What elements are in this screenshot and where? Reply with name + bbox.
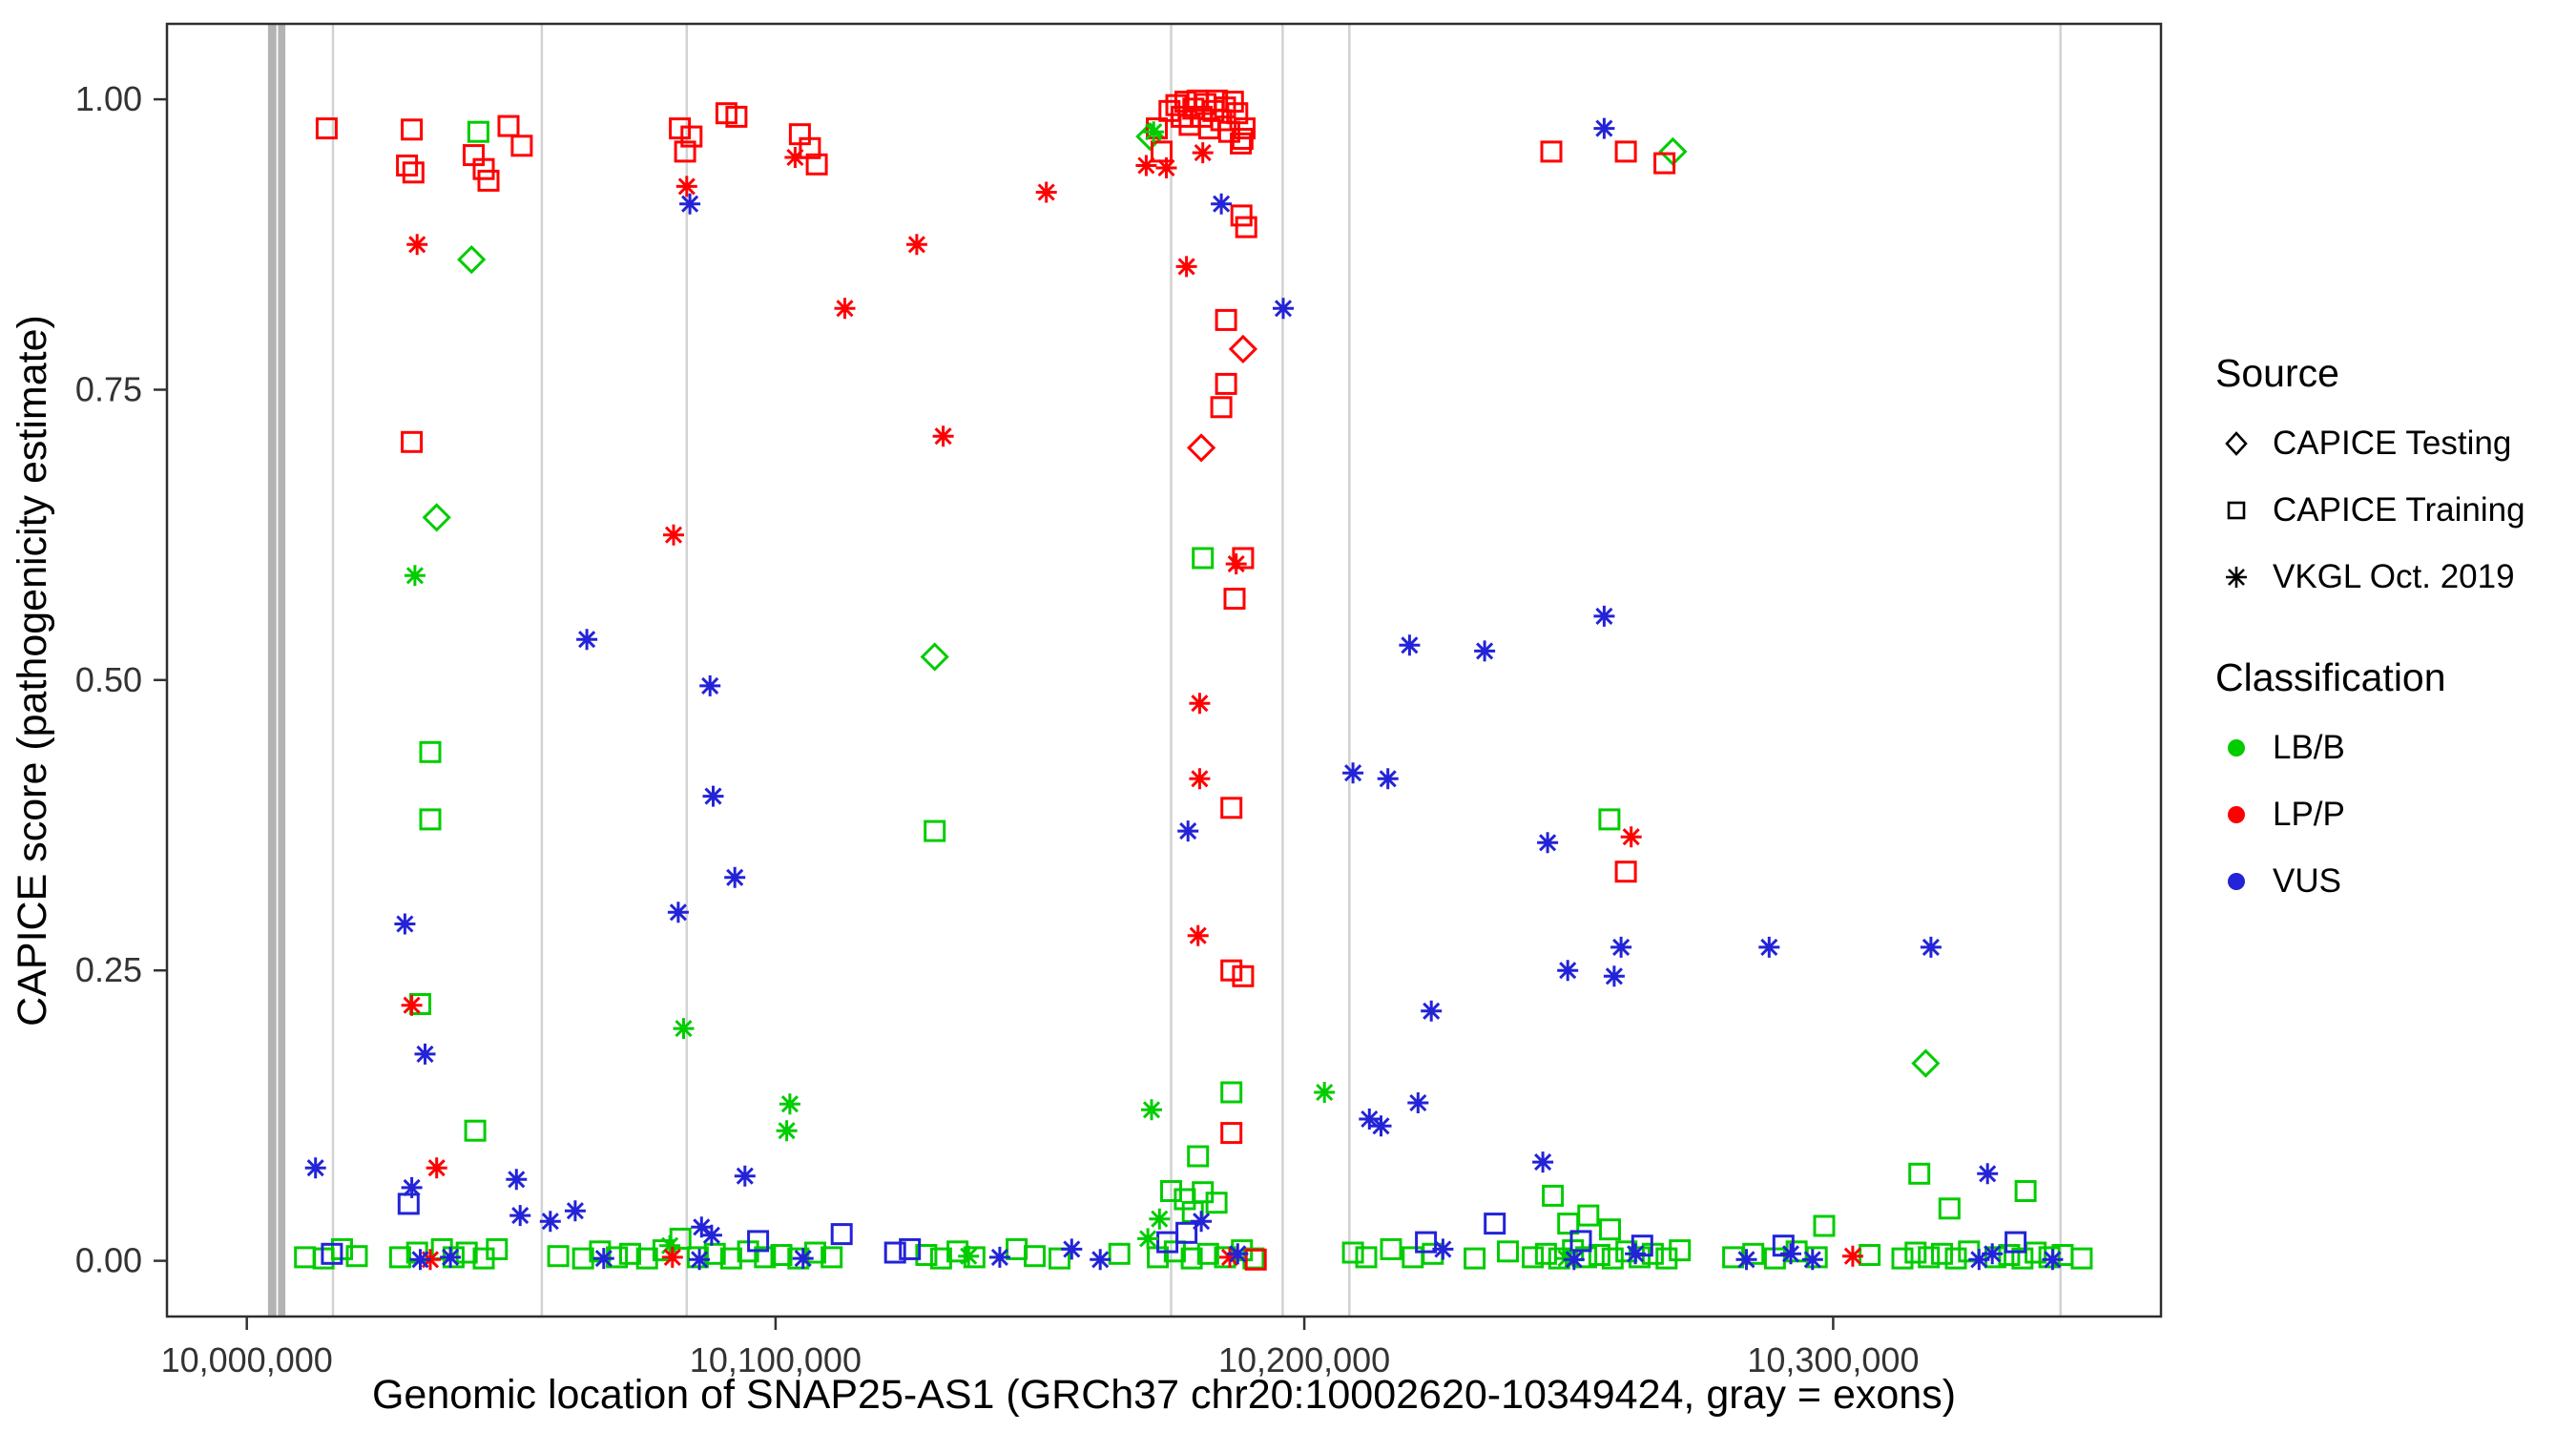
y-tick-label: 0.75: [75, 370, 142, 409]
legend-item-vkgl: VKGL Oct. 2019: [2215, 554, 2525, 600]
legend-item-capice-training: CAPICE Training: [2215, 487, 2525, 533]
x-tick-label: 10,100,000: [690, 1340, 862, 1379]
legend-item-label: VKGL Oct. 2019: [2273, 558, 2515, 595]
square-icon: [2227, 501, 2246, 520]
circle-swatch-lpp: [2228, 806, 2245, 823]
legend-classification-title: Classification: [2215, 655, 2446, 699]
data-points: [294, 89, 2093, 1271]
panel-border: [165, 22, 2163, 1318]
circle-swatch-lbb: [2228, 739, 2245, 757]
y-tick-label: 1.00: [75, 79, 142, 118]
legend-item-lpp: LP/P: [2215, 792, 2525, 838]
y-tick-label: 0.50: [75, 660, 142, 699]
x-tick-label: 10,200,000: [1218, 1340, 1390, 1379]
y-axis-title: CAPICE score (pathogenicity estimate): [10, 315, 55, 1027]
series-vkgl-vus: [304, 117, 2064, 1271]
legend-item-lbb: LB/B: [2215, 725, 2525, 771]
diamond-icon: [2225, 431, 2248, 456]
y-tick-label: 0.25: [75, 950, 142, 989]
circle-swatch-vus: [2228, 873, 2245, 890]
legend-item-label: VUS: [2273, 862, 2341, 900]
exon-markers: [267, 24, 2062, 1317]
series-vkgl-lbb: [404, 121, 1577, 1270]
legend-item-label: CAPICE Testing: [2273, 425, 2512, 462]
legend-item-label: LB/B: [2273, 729, 2345, 766]
legend-item-capice-testing: CAPICE Testing: [2215, 421, 2525, 467]
series-testing-lpp: [1186, 334, 1258, 463]
series-testing-lbb: [422, 121, 1941, 1078]
exon-band: [267, 24, 277, 1317]
asterisk-icon: [2226, 567, 2247, 588]
x-tick-label: 10,000,000: [161, 1340, 333, 1379]
axes: 10,000,000 10,100,000 10,200,000 10,300,000…: [75, 79, 1920, 1379]
exon-band: [278, 24, 286, 1317]
legend-item-label: CAPICE Training: [2273, 491, 2525, 529]
series-vkgl-lpp: [401, 142, 1863, 1271]
series-training-lpp: [315, 89, 1676, 1271]
y-tick-label: 0.00: [75, 1241, 142, 1280]
x-tick-label: 10,300,000: [1747, 1340, 1919, 1379]
legend-panel: Source CAPICE Testing CAPICE Training VK…: [2215, 351, 2525, 925]
legend-item-vus: VUS: [2215, 859, 2525, 904]
x-axis-title: Genomic location of SNAP25-AS1 (GRCh37 c…: [372, 1372, 1956, 1418]
series-training-vus: [321, 1192, 2027, 1265]
legend-item-label: LP/P: [2273, 796, 2345, 833]
legend-source-title: Source: [2215, 351, 2339, 395]
